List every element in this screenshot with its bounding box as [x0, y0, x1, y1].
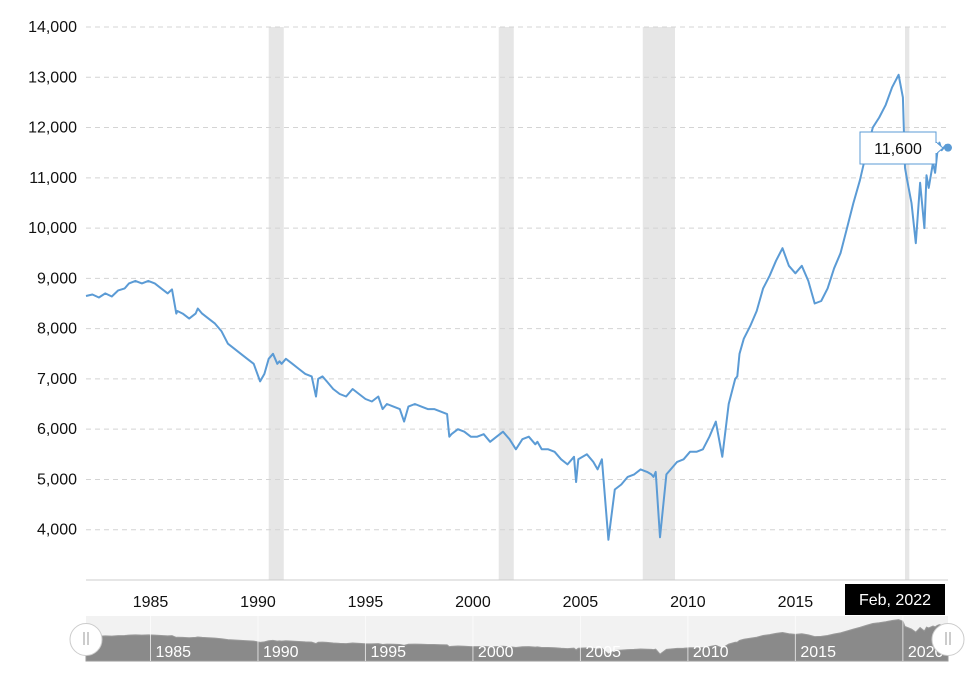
series-group — [85, 73, 952, 541]
range-navigator[interactable]: 1985 1990 1995 2000 2005 2010 2015 2020 — [69, 616, 965, 662]
y-gridlines — [86, 26, 948, 531]
x-tick-label: 1995 — [348, 594, 384, 611]
x-tick-label: 1985 — [133, 594, 169, 611]
recession-band-2 — [642, 27, 675, 580]
annotations: 11,600 Feb, 2022 — [845, 131, 945, 615]
y-axis: 4,000 5,000 6,000 7,000 8,000 9,000 10,000 11,0… — [28, 19, 948, 581]
series-line — [85, 73, 949, 541]
y-tick-label: 7,000 — [37, 371, 77, 388]
date-label: Feb, 2022 — [845, 584, 945, 615]
x-tick-label: 2010 — [670, 594, 706, 611]
navigator-label: 2010 — [693, 644, 729, 661]
navigator-label: 2000 — [478, 644, 514, 661]
date-label-text: Feb, 2022 — [859, 592, 931, 609]
x-axis: 1985 1990 1995 2000 2005 2010 2015 — [133, 594, 814, 611]
y-tick-label: 11,000 — [29, 170, 77, 187]
value-tooltip: 11,600 — [859, 131, 944, 165]
y-tick-label: 9,000 — [37, 270, 77, 287]
x-tick-label: 2015 — [778, 594, 814, 611]
tooltip-value: 11,600 — [874, 141, 922, 158]
x-tick-label: 2005 — [563, 594, 599, 611]
y-tick-label: 8,000 — [37, 321, 77, 338]
recession-band-1 — [498, 27, 514, 580]
recession-band-3 — [905, 27, 910, 580]
recession-bands — [268, 27, 910, 580]
last-point-marker — [944, 143, 952, 152]
navigator-label: 1985 — [155, 644, 191, 661]
y-tick-label: 5,000 — [37, 471, 77, 488]
y-tick-label: 12,000 — [28, 120, 77, 137]
navigator-series-area — [85, 619, 949, 662]
y-tick-label: 13,000 — [28, 69, 77, 86]
navigator-label: 1990 — [263, 644, 299, 661]
recession-band-0 — [268, 27, 284, 580]
y-tick-label: 6,000 — [37, 421, 77, 438]
y-tick-label: 4,000 — [37, 522, 77, 539]
y-tick-label: 10,000 — [28, 220, 77, 237]
navigator-handle-left[interactable] — [69, 623, 103, 656]
navigator-label: 1995 — [370, 644, 406, 661]
navigator-label: 2015 — [800, 644, 836, 661]
navigator-handle-right[interactable] — [931, 623, 965, 656]
navigator-label: 2005 — [585, 644, 621, 661]
y-tick-label: 14,000 — [28, 19, 77, 36]
x-tick-label: 1990 — [240, 594, 276, 611]
x-tick-label: 2000 — [455, 594, 491, 611]
